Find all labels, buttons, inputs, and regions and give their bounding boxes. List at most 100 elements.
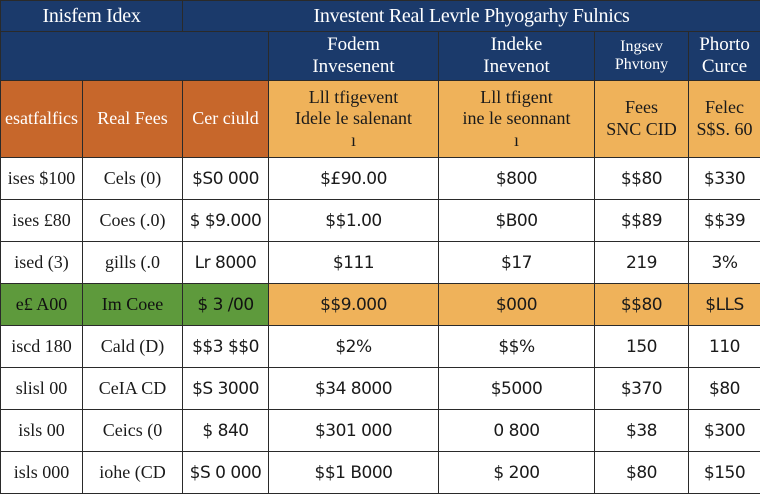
column-header: Real Fees [83, 81, 183, 158]
table-cell: $000 [439, 284, 595, 326]
column-header: Cer ciuld [183, 81, 269, 158]
table-cell: $80 [689, 368, 760, 410]
subheader-cell: Fodem Invesenent [269, 32, 439, 81]
table-cell: CeIA CD [83, 368, 183, 410]
table-cell: 219 [595, 242, 689, 284]
table-cell: $111 [269, 242, 439, 284]
table-cell: $S0 000 [183, 158, 269, 200]
table-cell: $34 8000 [269, 368, 439, 410]
table-cell: $$80 [595, 158, 689, 200]
table-cell: $LLS [689, 284, 760, 326]
subheader-line: Phorto [689, 34, 760, 56]
table-cell: $$39 [689, 200, 760, 242]
table-cell: $370 [595, 368, 689, 410]
table-cell: ises £80 [1, 200, 83, 242]
table-cell: gills (.0 [83, 242, 183, 284]
table-cell: 0 800 [439, 410, 595, 452]
table-cell: Cels (0) [83, 158, 183, 200]
subheader-row: Fodem Invesenent Indeke Inevenot Ingsev … [1, 32, 760, 81]
column-header-line: S$S. 60 [689, 119, 760, 141]
table-cell: $2% [269, 326, 439, 368]
subheader-line: Fodem [269, 34, 438, 56]
table-cell: $£90.00 [269, 158, 439, 200]
subheader-cell: Phorto Curce [689, 32, 760, 81]
subheader-line: Phvtony [595, 56, 688, 74]
table-cell: Coes (.0) [83, 200, 183, 242]
table-cell: Im Coee [83, 284, 183, 326]
column-header-line: ine le seonnant [439, 108, 594, 130]
table-cell: $ 200 [439, 452, 595, 494]
table-cell: iscd 180 [1, 326, 83, 368]
table-cell: $80 [595, 452, 689, 494]
table-cell: $$89 [595, 200, 689, 242]
table-cell: $800 [439, 158, 595, 200]
table-cell: $$% [439, 326, 595, 368]
subheader-line: Ingsev [595, 38, 688, 56]
table-cell: $$3 $$0 [183, 326, 269, 368]
subheader-cell: Indeke Inevenot [439, 32, 595, 81]
table-cell: ises $100 [1, 158, 83, 200]
column-header-line: Lll tfigevent [269, 87, 438, 109]
subheader-line: Curce [689, 56, 760, 78]
left-title: Inisfem Idex [1, 1, 183, 32]
table-cell: $ 3 /00 [183, 284, 269, 326]
subheader-line: Inevenot [439, 56, 594, 78]
table-cell: 150 [595, 326, 689, 368]
subheader-line: Invesenent [269, 56, 438, 78]
column-header-line: Lll tfigent [439, 87, 594, 109]
table-cell: $17 [439, 242, 595, 284]
table-cell: $$1.00 [269, 200, 439, 242]
column-header-line: Real Fees [83, 108, 182, 130]
table-cell: $$9.000 [269, 284, 439, 326]
main-title: Investent Real Levrle Phyogarhy Fulnics [183, 1, 760, 32]
table-cell: iohe (CD [83, 452, 183, 494]
table-cell: $S 0 000 [183, 452, 269, 494]
subheader-cell: Ingsev Phvtony [595, 32, 689, 81]
table-cell: slisl 00 [1, 368, 83, 410]
table-cell: $150 [689, 452, 760, 494]
column-header-line: Fees [595, 97, 688, 119]
table-cell: $38 [595, 410, 689, 452]
column-header-line: Felec [689, 97, 760, 119]
table-cell: $B00 [439, 200, 595, 242]
table-cell: $330 [689, 158, 760, 200]
title-row: Inisfem Idex Investent Real Levrle Phyog… [1, 1, 760, 32]
table-cell: $ $9.000 [183, 200, 269, 242]
column-header-line: Idele le salenant [269, 108, 438, 130]
column-header-line: esatfalfics [1, 108, 82, 130]
subheader-blank [1, 32, 269, 81]
table-cell: ised (3) [1, 242, 83, 284]
spreadsheet-image: Inisfem Idex Investent Real Levrle Phyog… [0, 0, 760, 480]
table-cell: Ceics (0 [83, 410, 183, 452]
column-header-line: ı [439, 130, 594, 152]
table-cell: Cald (D) [83, 326, 183, 368]
table-cell: 110 [689, 326, 760, 368]
subheader-line: Indeke [439, 34, 594, 56]
table-cell: $ 840 [183, 410, 269, 452]
table-cell: $$1 B000 [269, 452, 439, 494]
table-cell: e£ A00 [1, 284, 83, 326]
table-cell: isls 000 [1, 452, 83, 494]
table-cell: $$80 [595, 284, 689, 326]
table-cell: $S 3000 [183, 368, 269, 410]
column-header: esatfalfics [1, 81, 83, 158]
table-cell: Lr 8000 [183, 242, 269, 284]
table-cell: 3% [689, 242, 760, 284]
column-header-line: Cer ciuld [183, 108, 268, 130]
column-header-line: SNC CID [595, 119, 688, 141]
table-cell: $300 [689, 410, 760, 452]
table-cell: $5000 [439, 368, 595, 410]
